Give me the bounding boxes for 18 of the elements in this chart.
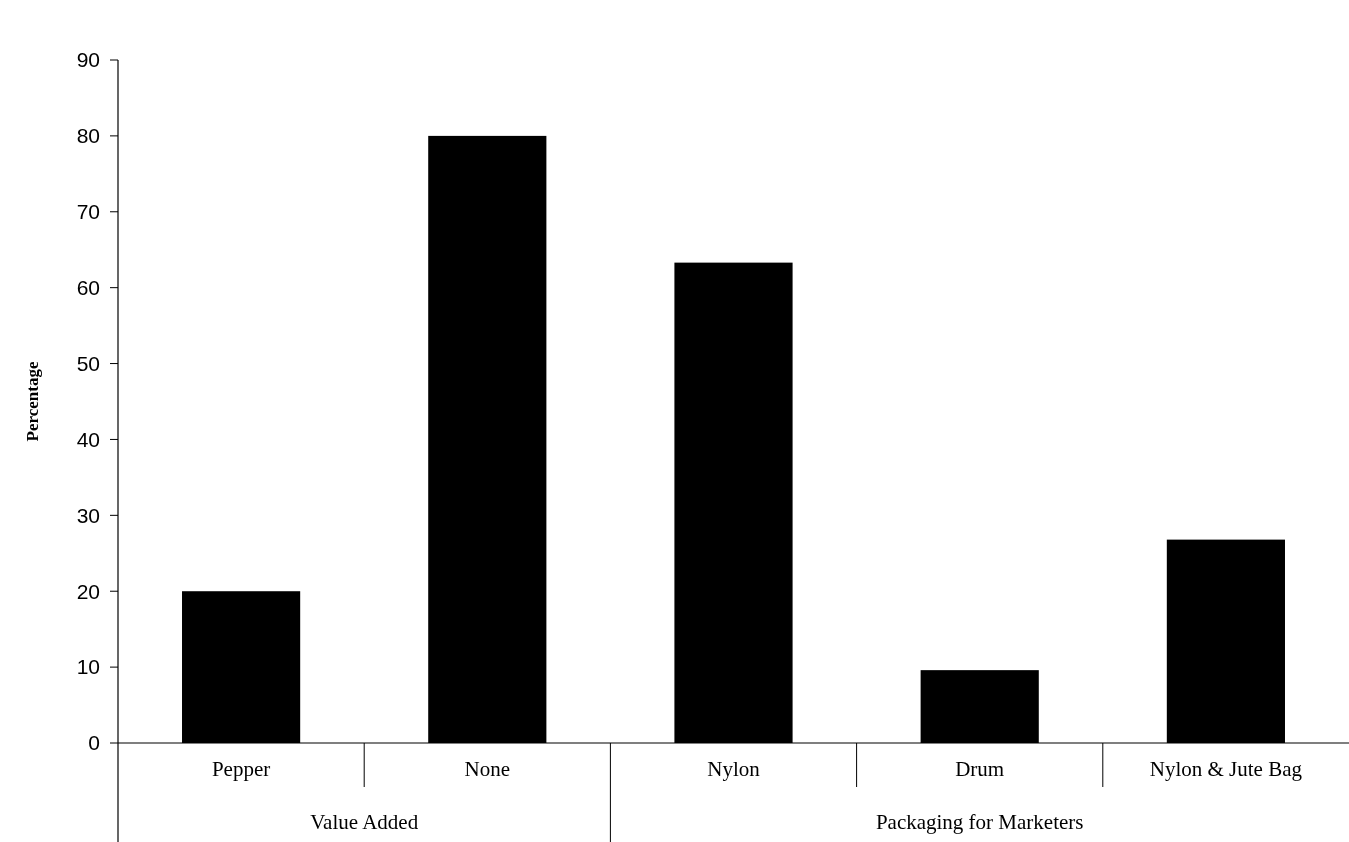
y-tick-label: 90 [76,48,100,72]
y-tick-label: 30 [76,503,100,527]
x-tick-label: None [464,757,511,781]
x-tick-label: Nylon [707,757,761,781]
y-axis-title: Percentage [23,361,42,442]
y-tick-label: 10 [76,655,100,679]
y-tick-label: 60 [76,276,100,300]
y-tick-label: 70 [76,200,100,224]
text: Packaging for Marketers [875,810,1084,834]
y-tick-label: 40 [76,427,100,451]
y-tick-label: 20 [76,579,100,603]
y-tick-label: 0 [88,731,100,755]
x-tick-label: Nylon & Jute Bag [1149,757,1303,781]
text: Value Added [310,810,419,834]
y-tick-label: 80 [76,124,100,148]
x-tick-label: Drum [955,757,1005,781]
x-tick-label: Pepper [211,757,271,781]
y-tick-label: 50 [76,351,100,375]
